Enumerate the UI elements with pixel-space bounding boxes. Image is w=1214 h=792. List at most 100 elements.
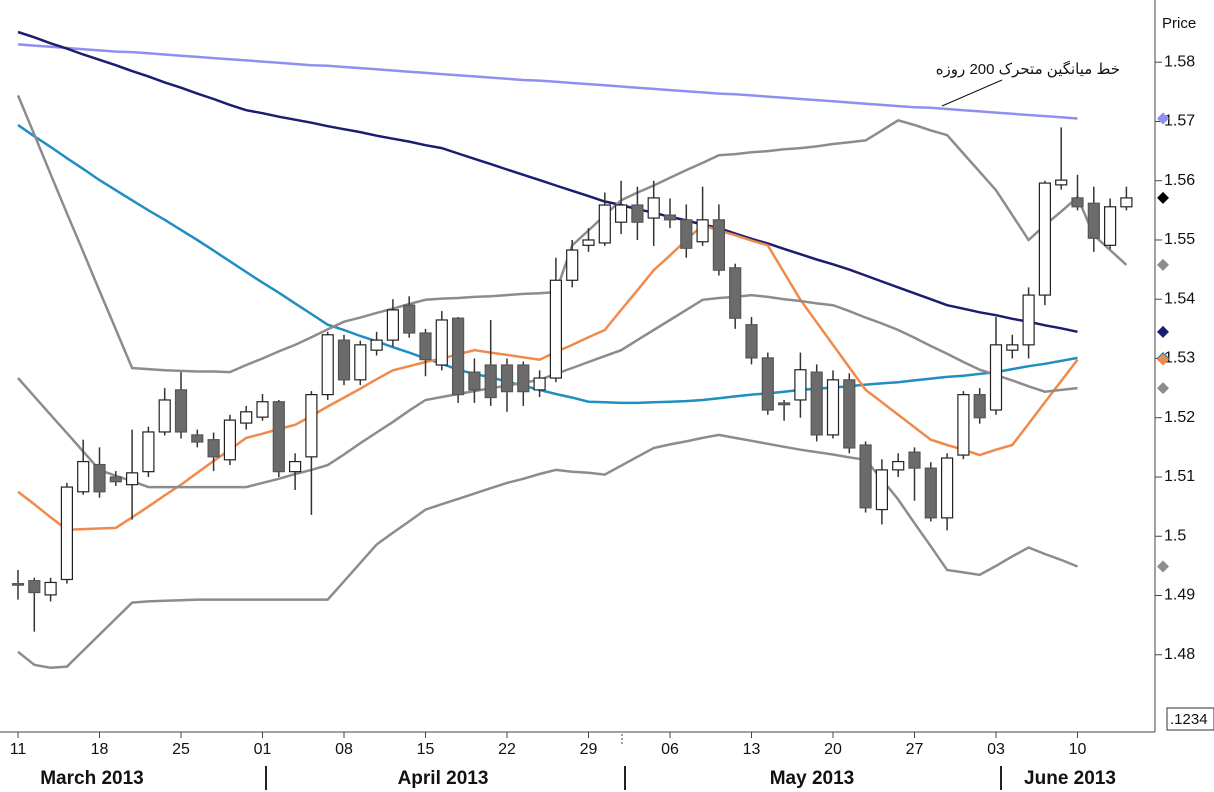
candle-body <box>647 197 660 219</box>
overlay-line <box>17 43 1078 120</box>
candle-body <box>517 364 530 393</box>
candle-body <box>93 463 106 493</box>
candle-body <box>989 344 1003 411</box>
candle-body <box>940 457 954 519</box>
y-tick-label: 1.49 <box>1164 587 1195 604</box>
candle-body <box>207 439 220 458</box>
candle-body <box>843 379 856 449</box>
candle-body <box>1038 182 1052 296</box>
annotation: خط میانگین متحرک 200 روزه <box>936 60 1120 78</box>
overlay-line <box>17 123 1078 405</box>
last-close-marker <box>1157 191 1169 204</box>
candle-body <box>729 267 742 319</box>
candle-body <box>77 460 90 493</box>
candle-body <box>1006 344 1019 351</box>
x-tick-label: 29 <box>580 741 598 758</box>
candle-body <box>859 444 872 509</box>
candle-body <box>386 309 399 341</box>
candle-body <box>174 389 188 433</box>
x-tick-label: 22 <box>498 741 516 758</box>
x-tick-label: 08 <box>335 741 353 758</box>
last-value-marker <box>1157 325 1169 338</box>
last-value-marker <box>1157 258 1169 271</box>
candle-body <box>191 434 204 443</box>
candle-body <box>403 304 416 334</box>
candle-body <box>158 399 171 433</box>
y-tick-label: 1.51 <box>1164 468 1195 485</box>
candle-body <box>11 583 25 586</box>
y-tick-label: 1.52 <box>1164 409 1195 426</box>
candle-body <box>631 204 644 223</box>
y-axis-label: Price <box>1162 15 1196 32</box>
month-label: May 2013 <box>770 768 855 789</box>
candle-body <box>1022 294 1035 346</box>
candle-body <box>810 371 823 436</box>
candle-body <box>337 339 351 381</box>
candle-body <box>794 369 807 401</box>
candle-body <box>908 451 921 469</box>
candle-body <box>712 219 726 271</box>
candle-body <box>500 364 514 393</box>
candle-body <box>1087 202 1100 239</box>
corner-box <box>1166 707 1214 731</box>
x-tick-label: 18 <box>91 741 109 758</box>
overlay-line <box>17 433 1078 670</box>
candle-body <box>272 401 285 473</box>
month-label: April 2013 <box>398 768 489 789</box>
candle-body <box>468 371 481 391</box>
candle-body <box>1103 206 1117 246</box>
candle-body <box>533 377 546 391</box>
y-tick-label: 1.54 <box>1164 290 1195 307</box>
candle-body <box>663 214 677 221</box>
annotation-leader <box>941 79 1003 107</box>
candle-body <box>142 431 155 473</box>
x-tick-label: 01 <box>254 741 272 758</box>
plot-area <box>11 30 1133 670</box>
y-tick-label: 1.53 <box>1164 350 1195 367</box>
y-tick-label: 1.55 <box>1164 231 1195 248</box>
candle-body <box>321 334 334 396</box>
candle-body <box>452 317 465 396</box>
candle-body <box>28 580 41 594</box>
candle-body <box>44 581 57 596</box>
month-label: March 2013 <box>40 768 144 789</box>
candle-body <box>826 379 840 436</box>
x-tick-label: 06 <box>661 741 679 758</box>
candle-body <box>680 219 693 249</box>
last-value-marker <box>1157 382 1169 395</box>
x-tick-label: 10 <box>1069 741 1087 758</box>
candle-body <box>435 319 448 366</box>
candle-body <box>484 364 497 399</box>
candle-body <box>1120 197 1133 208</box>
candle-body <box>1071 197 1084 208</box>
candle-body <box>614 204 628 223</box>
candle-body <box>566 249 579 281</box>
x-tick-label: 03 <box>987 741 1005 758</box>
candle-body <box>289 460 302 473</box>
candle-body <box>582 239 595 246</box>
y-tick-label: 1.58 <box>1164 53 1195 70</box>
y-tick-label: 1.57 <box>1164 113 1195 130</box>
candle-body <box>598 204 611 244</box>
candle-body <box>125 472 139 486</box>
candle-body <box>777 402 791 406</box>
x-tick-label: 13 <box>743 741 761 758</box>
x-tick-label: 20 <box>824 741 842 758</box>
candle-body <box>256 401 269 418</box>
candle-body <box>924 467 937 519</box>
candle-body <box>745 324 758 359</box>
candle-body <box>240 411 253 424</box>
candle-body <box>109 476 122 483</box>
overlay-line <box>17 30 1078 334</box>
candle-body <box>1055 179 1068 186</box>
overlay-line <box>17 223 1079 531</box>
candle-body <box>549 279 563 379</box>
candle-body <box>875 469 889 511</box>
candle-body <box>696 219 709 243</box>
last-value-marker <box>1157 353 1169 366</box>
x-tick-label: 25 <box>172 741 190 758</box>
y-tick-label: 1.5 <box>1164 527 1186 544</box>
